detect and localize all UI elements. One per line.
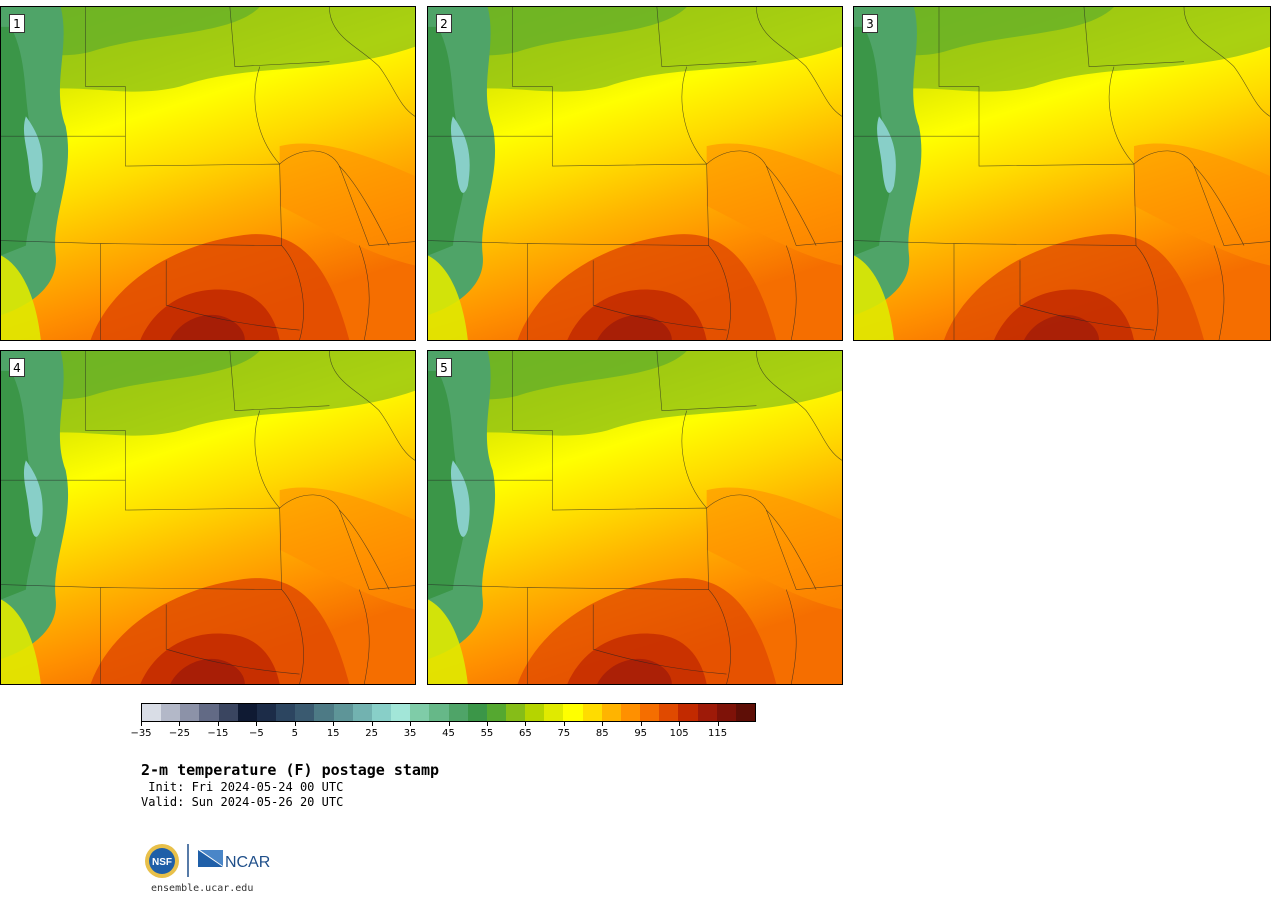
- colorbar-tick: [486, 722, 488, 726]
- colorbar-swatch: [276, 704, 296, 721]
- temperature-map-2: [428, 7, 842, 340]
- colorbar-swatch: [505, 704, 526, 721]
- member-label-5: 5: [436, 358, 452, 377]
- colorbar-tick: [179, 722, 181, 726]
- temperature-colorbar: [141, 703, 756, 722]
- colorbar-swatch: [142, 704, 162, 721]
- colorbar-tick-label: 25: [365, 728, 378, 739]
- ncar-logo-icon: NCAR: [198, 850, 270, 871]
- colorbar-tick-label: −35: [130, 728, 152, 739]
- colorbar-tick: [602, 722, 604, 726]
- member-label-4: 4: [9, 358, 25, 377]
- colorbar-tick: [679, 722, 681, 726]
- colorbar-swatch: [563, 704, 583, 721]
- ensemble-member-panel-2: 2: [427, 6, 843, 341]
- colorbar-tick-label: −25: [168, 728, 190, 739]
- colorbar-swatch: [314, 704, 334, 721]
- colorbar-tick: [640, 722, 642, 726]
- colorbar-tick: [410, 722, 412, 726]
- colorbar-swatch: [295, 704, 315, 721]
- colorbar-swatch: [601, 704, 621, 721]
- colorbar-tick: [448, 722, 450, 726]
- colorbar-swatch: [371, 704, 392, 721]
- colorbar-tick-label: −15: [207, 728, 229, 739]
- colorbar-swatch: [429, 704, 449, 721]
- colorbar-tick-label: −5: [248, 728, 264, 739]
- colorbar-swatch: [544, 704, 564, 721]
- svg-text:NSF: NSF: [152, 857, 172, 868]
- colorbar-swatch: [640, 704, 660, 721]
- colorbar-tick: [563, 722, 565, 726]
- website-url: ensemble.ucar.edu: [151, 883, 254, 894]
- colorbar-swatch: [678, 704, 698, 721]
- colorbar-tick-label: 15: [326, 728, 340, 739]
- colorbar-tick-label: 45: [442, 728, 455, 739]
- colorbar-swatch: [391, 704, 411, 721]
- ensemble-member-panel-1: 1: [0, 6, 416, 341]
- svg-text:NCAR: NCAR: [225, 854, 270, 871]
- colorbar-swatch: [333, 704, 353, 721]
- colorbar-tick-label: 95: [634, 728, 648, 739]
- colorbar-tick-label: 75: [557, 728, 571, 739]
- colorbar-swatch: [620, 704, 641, 721]
- ensemble-member-panel-5: 5: [427, 350, 843, 685]
- colorbar-tick: [141, 722, 142, 726]
- colorbar-tick: [525, 722, 527, 726]
- colorbar-swatch: [410, 704, 430, 721]
- temperature-map-5: [428, 351, 842, 684]
- valid-time: Valid: Sun 2024-05-26 20 UTC: [141, 795, 344, 809]
- temperature-map-1: [1, 7, 415, 340]
- member-label-2: 2: [436, 14, 452, 33]
- colorbar-swatch: [486, 704, 506, 721]
- temperature-map-4: [1, 351, 415, 684]
- colorbar-tick: [371, 722, 373, 726]
- colorbar-tick: [717, 722, 719, 726]
- init-time: Init: Fri 2024-05-24 00 UTC: [141, 780, 344, 794]
- colorbar-swatch: [467, 704, 487, 721]
- colorbar-swatch: [180, 704, 200, 721]
- ensemble-member-panel-3: 3: [853, 6, 1271, 341]
- product-title: 2-m temperature (F) postage stamp: [141, 761, 440, 779]
- colorbar-swatch: [659, 704, 679, 721]
- colorbar-tick: [333, 722, 335, 726]
- colorbar-tick-label: 85: [595, 728, 609, 739]
- colorbar-swatch: [716, 704, 736, 721]
- colorbar-tick-label: 55: [480, 728, 494, 739]
- colorbar-swatch: [199, 704, 219, 721]
- member-label-3: 3: [862, 14, 878, 33]
- temperature-map-3: [854, 7, 1270, 340]
- colorbar-swatch: [697, 704, 717, 721]
- nsf-ncar-logos: NSF NCAR: [145, 844, 270, 878]
- colorbar-tick-label: 105: [669, 728, 689, 739]
- colorbar-swatch: [161, 704, 181, 721]
- colorbar-swatch: [218, 704, 238, 721]
- member-label-1: 1: [9, 14, 25, 33]
- colorbar-tick-label: 35: [403, 728, 417, 739]
- colorbar-swatch: [448, 704, 468, 721]
- colorbar-swatch: [237, 704, 257, 721]
- ensemble-member-panel-4: 4: [0, 350, 416, 685]
- colorbar-swatch: [256, 704, 277, 721]
- colorbar-tick-labels: −35 −25 −15 −5 5 15 25 35 45 55 65 75 85 95 105 115: [130, 722, 756, 742]
- colorbar-swatch: [525, 704, 545, 721]
- colorbar-tick: [256, 722, 258, 726]
- colorbar-tick-label: 65: [519, 728, 532, 739]
- colorbar-swatch: [352, 704, 372, 721]
- colorbar-tick-label: 5: [291, 728, 298, 739]
- colorbar-swatch: [735, 704, 755, 721]
- colorbar-tick-label: 115: [708, 728, 728, 739]
- nsf-logo-icon: NSF: [145, 844, 179, 878]
- colorbar-swatch: [582, 704, 602, 721]
- colorbar-tick: [217, 722, 219, 726]
- colorbar-tick: [294, 722, 296, 726]
